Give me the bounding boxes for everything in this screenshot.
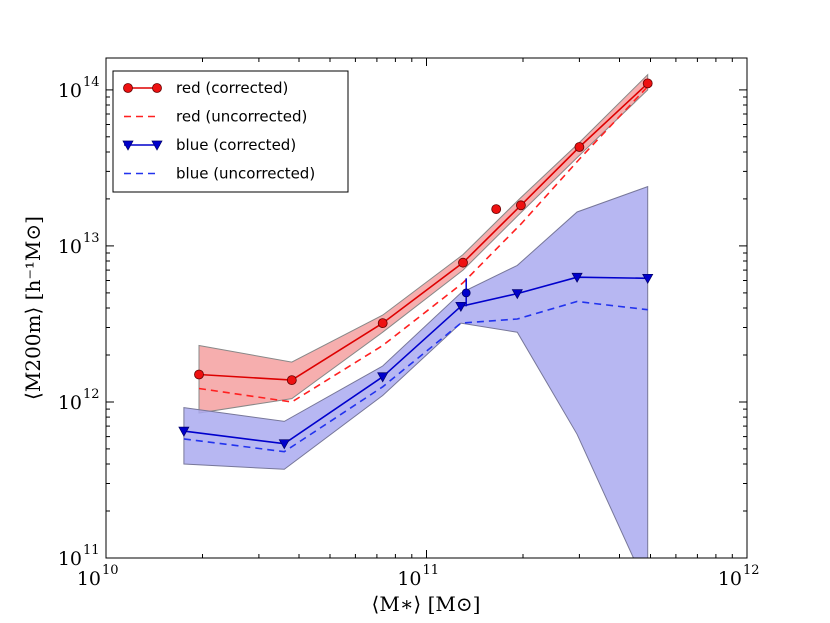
band-blue xyxy=(183,185,649,558)
marker-blue-corrected- xyxy=(571,272,583,283)
x-axis-label: ⟨M∗⟩ [M⊙] xyxy=(372,592,481,616)
x-tick-label-exponent: 10 xyxy=(102,563,119,578)
legend-marker-red-corrected- xyxy=(152,83,162,93)
marker-blue-extra-point xyxy=(461,288,471,298)
legend-label-blue-corrected-: blue (corrected) xyxy=(176,136,296,154)
y-tick-label-base: 10 xyxy=(58,236,82,258)
marker-red-corrected- xyxy=(491,204,502,215)
marker-blue-corrected- xyxy=(511,289,523,300)
marker-blue-corrected- xyxy=(178,426,190,437)
marker-red-corrected- xyxy=(286,375,297,386)
marker-blue-corrected- xyxy=(455,301,467,313)
legend-label-blue-uncorrected-: blue (uncorrected) xyxy=(176,165,315,183)
series-markers xyxy=(178,78,654,450)
axis-ticks xyxy=(105,58,748,559)
marker-red-corrected- xyxy=(642,78,653,89)
legend-label-red-uncorrected-: red (uncorrected) xyxy=(176,108,307,126)
y-tick-label-exponent: 13 xyxy=(83,231,100,246)
legend-marker-blue-corrected- xyxy=(151,140,163,151)
line-blue-uncorrected- xyxy=(183,300,648,453)
y-tick-label-exponent: 12 xyxy=(83,387,100,402)
y-tick-label-base: 10 xyxy=(58,548,82,570)
marker-red-corrected- xyxy=(516,200,526,211)
marker-blue-corrected- xyxy=(377,372,389,383)
marker-red-corrected- xyxy=(574,142,585,152)
legend-marker-red-corrected- xyxy=(123,83,133,93)
y-tick-label-base: 10 xyxy=(58,392,82,414)
y-tick-label-exponent: 11 xyxy=(83,543,100,558)
marker-red-corrected- xyxy=(194,369,204,380)
marker-red-corrected- xyxy=(377,318,388,329)
marker-blue-corrected- xyxy=(278,439,290,450)
legend-box xyxy=(112,70,349,193)
marker-blue-corrected- xyxy=(642,273,654,285)
line-red-uncorrected- xyxy=(198,85,649,403)
legend-label-red-corrected-: red (corrected) xyxy=(176,79,288,97)
x-tick-label-base: 10 xyxy=(718,568,742,590)
legend-marker-blue-corrected- xyxy=(122,140,134,151)
legend: red (corrected) red (uncorrected) blue (co… xyxy=(112,70,349,193)
band-red xyxy=(198,73,649,414)
x-tick-label-base: 10 xyxy=(397,568,421,590)
y-tick-label-exponent: 14 xyxy=(83,75,100,90)
y-axis-label: ⟨M200m⟩ [h⁻¹M⊙] xyxy=(21,216,45,400)
x-tick-label-base: 10 xyxy=(77,568,101,590)
confidence-bands xyxy=(183,73,649,558)
x-tick-label-exponent: 12 xyxy=(743,563,760,578)
y-tick-label-base: 10 xyxy=(58,80,82,102)
x-tick-label-exponent: 11 xyxy=(423,563,440,578)
marker-red-corrected- xyxy=(458,257,468,268)
